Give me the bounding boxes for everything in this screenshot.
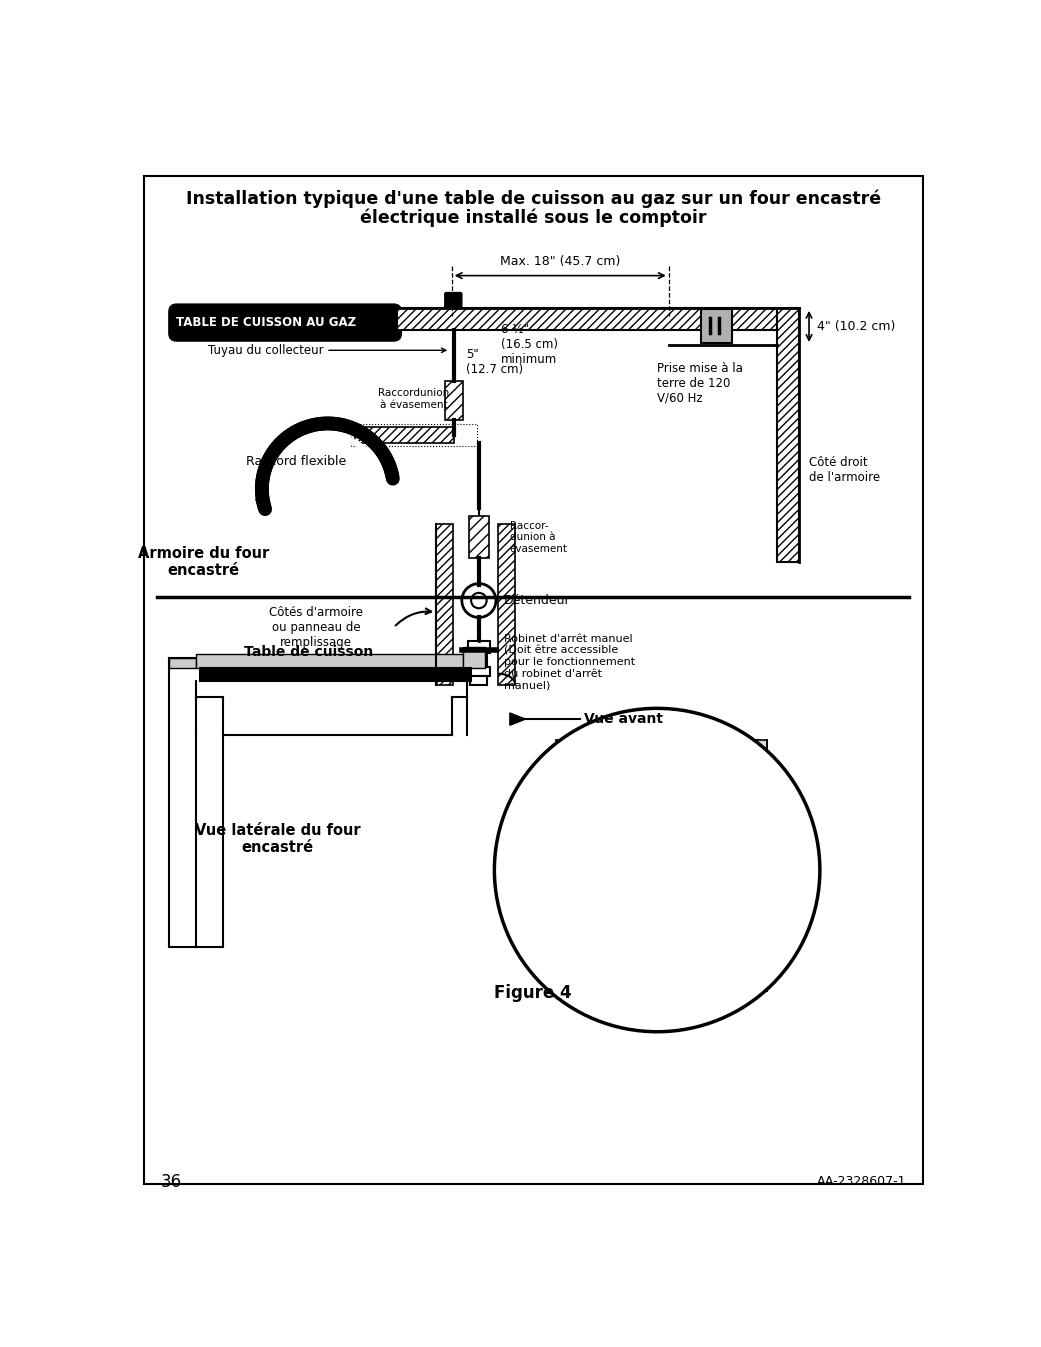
- Bar: [445, 381, 463, 419]
- Bar: [351, 424, 478, 446]
- Bar: [589, 835, 721, 851]
- Text: Raccord flexible: Raccord flexible: [247, 455, 347, 469]
- Bar: [468, 667, 489, 676]
- Bar: [561, 963, 580, 975]
- Text: Côté droit
de l'armoire: Côté droit de l'armoire: [809, 455, 880, 484]
- Bar: [468, 641, 489, 653]
- Bar: [468, 516, 489, 558]
- Bar: [196, 655, 463, 668]
- Bar: [471, 676, 487, 686]
- Bar: [398, 308, 778, 330]
- Text: Robinet d'arrêt manuel
(Doit être accessible
pour le fonctionnement
du robinet d: Robinet d'arrêt manuel (Doit être access…: [504, 634, 635, 691]
- Circle shape: [494, 709, 820, 1032]
- Bar: [561, 986, 580, 993]
- Bar: [729, 788, 750, 822]
- Text: Max. 18" (45.7 cm): Max. 18" (45.7 cm): [500, 255, 620, 268]
- Text: AA-2328607-1: AA-2328607-1: [817, 1176, 907, 1188]
- Text: TABLE DE CUISSON AU GAZ: TABLE DE CUISSON AU GAZ: [176, 317, 356, 329]
- Bar: [701, 308, 732, 342]
- Bar: [169, 659, 196, 668]
- Text: Raccor-
dunion à
évasement: Raccor- dunion à évasement: [510, 521, 568, 554]
- FancyBboxPatch shape: [445, 292, 462, 310]
- Text: Côtés d'armoire
ou panneau de
remplissage: Côtés d'armoire ou panneau de remplissag…: [270, 606, 363, 649]
- Bar: [200, 668, 472, 682]
- Bar: [436, 524, 453, 686]
- Text: Tuyau du collecteur: Tuyau du collecteur: [207, 343, 446, 357]
- Bar: [778, 308, 798, 562]
- Text: Figure 4: Figure 4: [494, 985, 572, 1002]
- Circle shape: [555, 908, 586, 939]
- Text: Table de cuisson: Table de cuisson: [244, 645, 373, 659]
- Bar: [499, 524, 515, 686]
- Bar: [471, 653, 487, 667]
- Bar: [570, 750, 589, 851]
- Text: Raccordunion
à évasement: Raccordunion à évasement: [378, 388, 450, 409]
- Text: Vue latérale du four
encastré: Vue latérale du four encastré: [195, 823, 360, 855]
- Text: 5"
(12.7 cm): 5" (12.7 cm): [465, 348, 523, 376]
- Text: électrique installé sous le comptoir: électrique installé sous le comptoir: [360, 209, 707, 228]
- Text: 6 ½"
(16.5 cm)
minimum: 6 ½" (16.5 cm) minimum: [501, 323, 558, 366]
- Bar: [748, 740, 767, 991]
- Circle shape: [462, 583, 496, 617]
- Text: Détendeur: Détendeur: [504, 594, 570, 607]
- Bar: [556, 740, 758, 750]
- Text: Installation typique d'une table de cuisson au gaz sur un four encastré: Installation typique d'une table de cuis…: [185, 190, 881, 207]
- Bar: [463, 647, 485, 668]
- Text: Armoire du four
encastré: Armoire du four encastré: [138, 546, 270, 578]
- Polygon shape: [510, 713, 526, 725]
- Bar: [355, 427, 454, 443]
- Bar: [607, 839, 614, 983]
- Text: Prise mise à la
terre de 120
V/60 Hz: Prise mise à la terre de 120 V/60 Hz: [657, 362, 743, 405]
- Bar: [563, 975, 578, 986]
- FancyBboxPatch shape: [169, 304, 402, 341]
- Text: 36: 36: [161, 1173, 182, 1191]
- Text: Vue avant: Vue avant: [584, 713, 662, 726]
- Circle shape: [472, 593, 486, 609]
- Bar: [563, 993, 578, 1001]
- Circle shape: [563, 917, 578, 931]
- Bar: [169, 659, 196, 947]
- Text: 4" (10.2 cm): 4" (10.2 cm): [817, 321, 895, 333]
